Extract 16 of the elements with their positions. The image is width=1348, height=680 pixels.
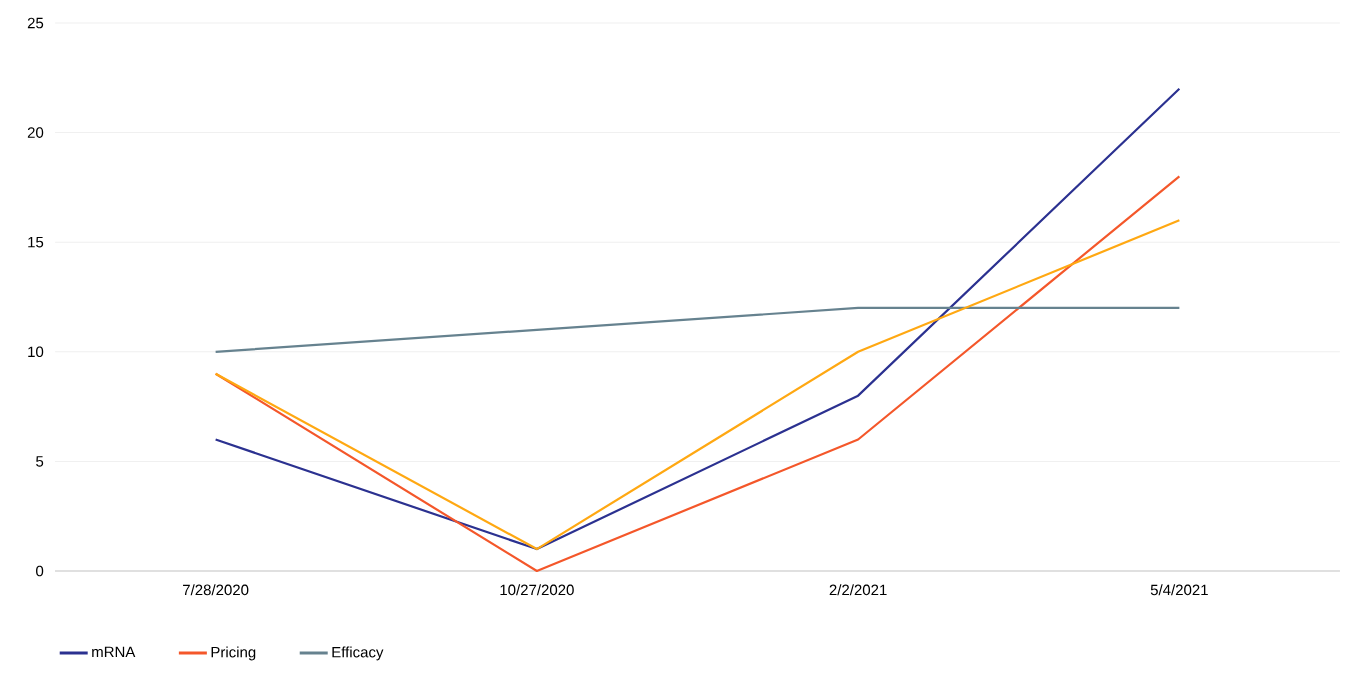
y-tick-label: 25 (27, 17, 44, 29)
x-tick-label: 7/28/2020 (183, 584, 249, 596)
legend-label: mRNA (92, 646, 136, 658)
line-series (214, 219, 1181, 551)
legend-label: Efficacy (332, 646, 384, 661)
x-tick-label: 10/27/2020 (500, 584, 574, 596)
line-series (214, 87, 1181, 551)
y-tick-label: 10 (28, 346, 44, 358)
y-tick-label: 0 (36, 565, 44, 577)
x-tick-label: 2/2/2021 (829, 584, 887, 596)
y-tick-label: 15 (28, 236, 44, 248)
legend-label: Pricing (211, 646, 256, 661)
y-tick-label: 5 (36, 456, 44, 467)
y-tick-label: 20 (27, 127, 44, 138)
line-series (214, 175, 1181, 573)
x-tick-label: 5/4/2021 (1150, 584, 1208, 596)
